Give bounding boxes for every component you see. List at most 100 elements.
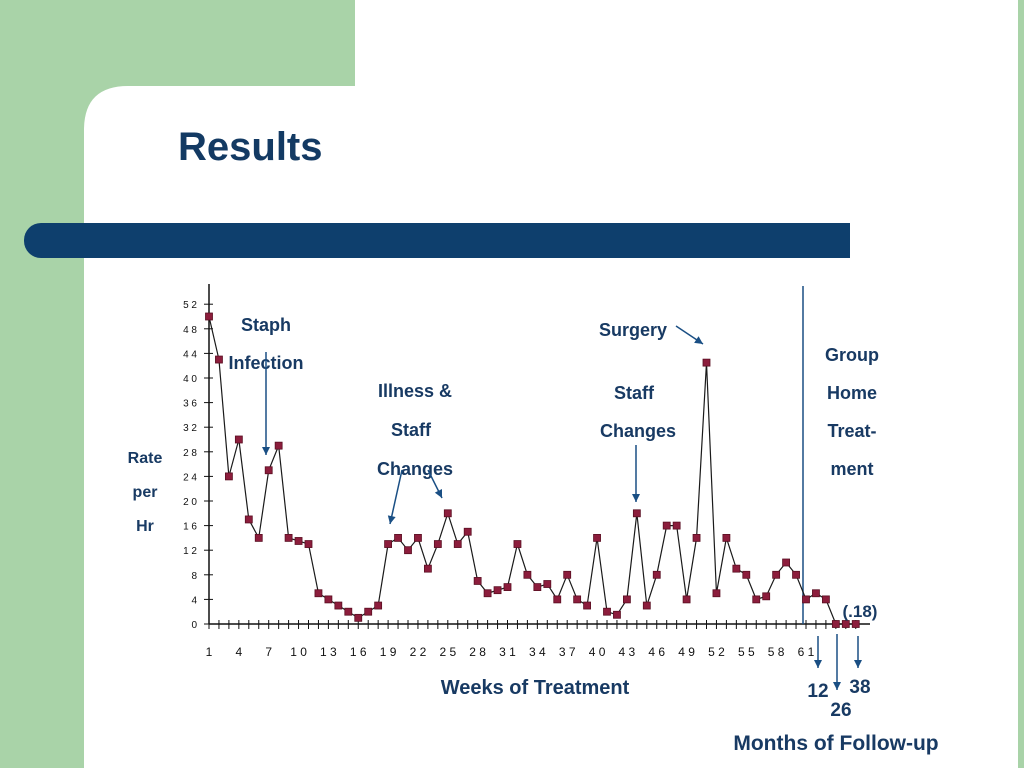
data-point [632, 509, 641, 518]
data-point [215, 355, 223, 364]
y-tick-label: 2 8 [183, 448, 197, 459]
data-point [404, 546, 412, 555]
data-point [712, 589, 721, 598]
data-point [244, 515, 253, 524]
data-point [742, 570, 751, 579]
annotation-surgery: Surgery [599, 320, 667, 340]
y-tick-label: 3 6 [183, 399, 197, 410]
annotation-illness-arrow [387, 469, 403, 525]
data-point [384, 540, 393, 548]
follow-up-arrow-12-head [814, 660, 822, 668]
x-tick-label: 3 1 [499, 645, 516, 659]
data-point [443, 509, 452, 518]
data-point [603, 607, 611, 616]
data-point [453, 540, 462, 548]
annotation-staph: Staph [241, 315, 291, 335]
annotation-staff-arrow-head [632, 494, 640, 502]
slide-title: Results [178, 125, 323, 169]
x-tick-label: 4 3 [619, 645, 636, 659]
data-point [623, 595, 631, 604]
y-tick-label: 8 [191, 571, 197, 582]
data-point [423, 564, 432, 573]
annotation-group-home: Treat- [827, 421, 876, 441]
data-point [792, 570, 800, 579]
data-point [264, 466, 273, 475]
y-tick-label: 5 2 [183, 300, 197, 311]
data-point [762, 592, 771, 601]
data-point [573, 595, 582, 604]
data-point [234, 435, 243, 444]
content-panel [84, 0, 1018, 768]
x-tick-label: 4 6 [648, 645, 665, 659]
data-point [493, 586, 502, 595]
data-point [523, 570, 532, 579]
data-point [254, 534, 263, 542]
y-tick-label: 4 8 [183, 325, 197, 336]
x-tick-label: 6 1 [798, 645, 815, 659]
data-point [583, 601, 591, 610]
data-point [394, 534, 402, 542]
data-point [652, 570, 661, 579]
data-point [662, 521, 671, 530]
data-point [702, 358, 711, 367]
data-point [543, 580, 552, 588]
data-point [374, 601, 383, 610]
data-point [553, 595, 562, 604]
data-point [483, 589, 492, 598]
data-point [772, 570, 781, 579]
data-point [782, 558, 790, 567]
x-tick-label: 1 0 [290, 645, 307, 659]
data-point [324, 595, 333, 604]
x-tick-label: 1 9 [380, 645, 397, 659]
y-tick-label: 4 0 [183, 374, 197, 385]
data-point [513, 540, 522, 548]
follow-up-axis-label: Months of Follow-up [733, 732, 938, 755]
data-point [593, 534, 601, 542]
annotation-group-home: Home [827, 383, 877, 403]
annotation-staff-arrow [632, 445, 640, 502]
x-tick-label: 4 9 [678, 645, 695, 659]
x-tick-label: 1 [206, 645, 213, 659]
annotation-illness: Changes [377, 459, 453, 479]
x-tick-label: 5 5 [738, 645, 755, 659]
y-tick-label: 1 2 [183, 546, 197, 557]
annotation-illness: Staff [391, 420, 432, 440]
follow-up-arrow-38-head [854, 660, 862, 668]
annotation-staph-arrow-head [262, 447, 270, 455]
annotation-illness-arrow [427, 469, 443, 499]
follow-up-arrow-38 [854, 636, 862, 668]
follow-up-month-label: 12 [807, 681, 828, 702]
y-tick-label: 4 [191, 595, 197, 606]
x-tick-label: 2 2 [410, 645, 427, 659]
x-tick-label: 2 5 [439, 645, 456, 659]
data-point [354, 613, 363, 622]
data-point [722, 534, 731, 542]
data-point [642, 601, 651, 610]
title-underline-bar [24, 223, 850, 258]
data-point [433, 540, 442, 548]
data-point [294, 537, 303, 545]
data-point [274, 441, 283, 450]
follow-up-arrow-12 [814, 636, 822, 668]
data-point [802, 595, 810, 604]
annotation-staff: Changes [600, 421, 676, 441]
data-point [304, 540, 313, 548]
y-axis-label: Hr [136, 518, 154, 535]
data-point [841, 620, 850, 628]
follow-up-arrow-26-head [833, 682, 841, 690]
annotation-illness: Illness & [378, 381, 452, 401]
y-tick-label: 3 2 [183, 423, 197, 434]
x-tick-label: 3 7 [559, 645, 576, 659]
data-point [205, 312, 213, 321]
follow-up-arrow-26 [833, 634, 841, 690]
data-point [414, 534, 422, 542]
follow-up-month-label: 26 [830, 700, 851, 721]
data-point [851, 620, 860, 628]
annotation-illness-arrow-head [387, 515, 396, 524]
annotation-staff: Staff [614, 383, 655, 403]
data-point [822, 595, 830, 604]
data-point [732, 564, 741, 573]
x-axis-label: Weeks of Treatment [441, 677, 630, 699]
